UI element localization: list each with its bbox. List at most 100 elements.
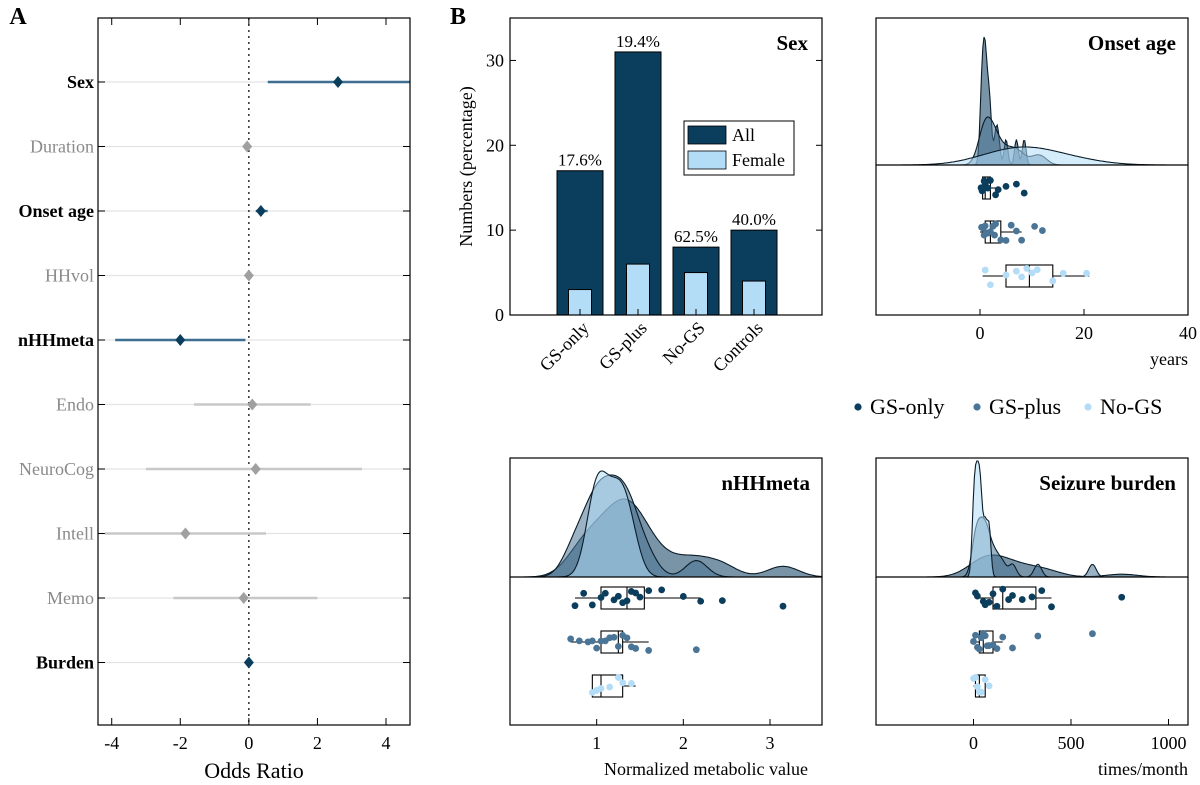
estimate-marker-hhvol: [243, 269, 254, 282]
data-point-gs-plus: [992, 220, 999, 228]
data-point-gs-only: [571, 602, 579, 610]
data-point-gs-plus: [1002, 237, 1010, 244]
data-point-gs-only: [580, 589, 588, 597]
data-point-gs-only: [994, 186, 1002, 194]
x-axis-label: Normalized metabolic value: [604, 759, 808, 779]
row-label-neurocog: NeuroCog: [19, 459, 94, 479]
row-label-sex: Sex: [67, 72, 94, 92]
estimate-marker-burden: [243, 656, 254, 669]
data-point-gs-plus: [999, 633, 1007, 641]
estimate-marker-onset-age: [255, 205, 266, 217]
data-point-gs-plus: [991, 231, 998, 239]
estimate-marker-intell: [180, 527, 191, 540]
data-point-gs-plus: [623, 634, 631, 642]
data-point-no-gs: [1049, 277, 1057, 285]
data-point-gs-plus: [1034, 632, 1042, 640]
row-label-nhhmeta: nHHmeta: [18, 330, 94, 350]
data-point-gs-plus: [575, 637, 583, 645]
legend-dot-gs-plus: [973, 403, 981, 411]
legend-dot-gs-only: [854, 403, 862, 411]
data-point-gs-only: [718, 597, 726, 605]
data-point-no-gs: [597, 685, 605, 692]
data-point-gs-only: [658, 586, 666, 594]
data-point-gs-only: [697, 597, 705, 605]
bar-female-gs-plus: [626, 263, 650, 316]
data-point-gs-only: [614, 592, 622, 600]
data-point-gs-only: [989, 590, 997, 598]
row-label-duration: Duration: [30, 137, 94, 157]
data-point-gs-only: [1028, 593, 1036, 601]
legend-label-all: All: [732, 125, 755, 145]
forest-plot: Sex Duration Onset age HHvol nHHmeta Endo Neur…: [18, 17, 411, 783]
data-point-no-gs: [1023, 265, 1031, 272]
data-point-no-gs: [972, 673, 979, 681]
data-point-gs-plus: [997, 236, 1005, 244]
data-point-gs-only: [974, 592, 981, 600]
plot-frame: [875, 457, 1189, 726]
bar-female-no-gs: [684, 272, 708, 316]
data-point-gs-only: [1002, 182, 1010, 190]
data-point-gs-plus: [645, 647, 653, 654]
panel-label-a: A: [9, 4, 27, 30]
data-point-gs-plus: [614, 642, 622, 650]
row-label-onset-age: Onset age: [19, 201, 95, 221]
bar-percent-label: 19.4%: [616, 32, 660, 51]
data-point-gs-plus: [1013, 227, 1020, 235]
data-point-gs-only: [981, 184, 989, 192]
x-tick-label: 1: [592, 733, 601, 753]
y-tick-label: 10: [486, 220, 504, 240]
data-point-gs-plus: [1039, 227, 1046, 234]
bar-percent-label: 40.0%: [732, 210, 776, 229]
plot-frame: [509, 17, 823, 316]
data-point-gs-plus: [979, 224, 987, 232]
data-point-gs-only: [645, 587, 653, 595]
legend-dot-no-gs: [1084, 403, 1092, 411]
data-point-no-gs: [977, 688, 985, 696]
data-point-gs-only: [1020, 189, 1028, 197]
data-point-no-gs: [1018, 273, 1025, 281]
data-point-gs-only: [1018, 596, 1026, 603]
row-label-memo: Memo: [47, 588, 94, 608]
data-point-no-gs: [981, 266, 989, 274]
data-point-no-gs: [1028, 269, 1036, 277]
data-point-no-gs: [1033, 266, 1041, 274]
data-point-gs-only: [779, 602, 787, 610]
box-gs-only: [992, 586, 1037, 610]
plot-frame: [875, 17, 1189, 316]
data-point-gs-only: [1038, 587, 1046, 595]
panel-label-b: B: [450, 4, 466, 30]
chart-title: Sex: [777, 31, 809, 55]
x-axis-label: times/month: [1098, 759, 1188, 779]
bar-percent-label: 62.5%: [674, 227, 718, 246]
x-tick-label: 3: [766, 733, 775, 753]
data-point-gs-only: [1013, 180, 1020, 188]
y-tick-label: 30: [486, 50, 504, 70]
estimate-marker-memo: [238, 592, 249, 604]
data-point-gs-plus: [1089, 630, 1096, 638]
estimate-marker-sex: [333, 76, 343, 88]
category-label: Controls: [709, 318, 767, 376]
legend-swatch-all: [687, 125, 727, 145]
x-tick-label: 0: [976, 323, 985, 343]
seizure-burden-raincloud: 0 500 1000 Seizure burden: [875, 457, 1189, 753]
x-tick-label: 1000: [1151, 733, 1187, 753]
legend-label-gs-only: GS-only: [870, 394, 945, 419]
data-point-gs-plus: [1009, 644, 1016, 652]
data-point-gs-only: [985, 176, 993, 184]
bar-percent-label: 17.6%: [558, 151, 602, 170]
data-point-gs-only: [679, 593, 687, 600]
y-tick-label: 20: [486, 135, 504, 155]
data-point-gs-plus: [1007, 221, 1015, 229]
data-point-no-gs: [1002, 271, 1010, 279]
x-tick-label: 4: [382, 733, 391, 753]
row-label-hhvol: HHvol: [45, 266, 94, 286]
data-point-no-gs: [614, 674, 622, 681]
x-tick-label: 2: [313, 733, 322, 753]
data-point-gs-only: [1048, 603, 1055, 611]
row-label-endo: Endo: [56, 395, 94, 415]
data-point-gs-only: [1118, 593, 1126, 601]
x-tick-label: 2: [679, 733, 688, 753]
legend-label-female: Female: [732, 150, 785, 170]
chart-title: Seizure burden: [1039, 471, 1176, 495]
